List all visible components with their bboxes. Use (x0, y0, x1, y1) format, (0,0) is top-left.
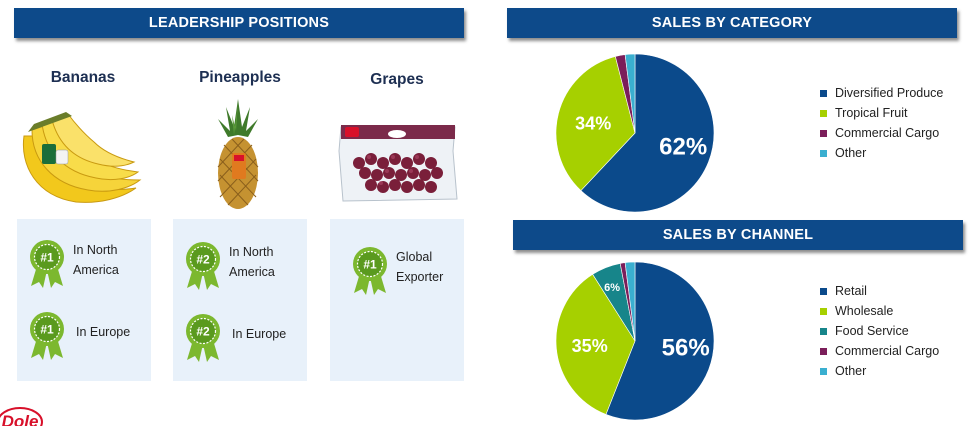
pie-data-label: 62% (659, 133, 707, 160)
sales-channel-title: SALES BY CHANNEL (662, 227, 814, 243)
legend-label: Diversified Produce (835, 86, 944, 100)
leadership-banner: LEADERSHIP POSITIONS (14, 8, 464, 38)
legend-swatch (820, 109, 827, 117)
legend-swatch (820, 287, 827, 295)
rank-item: #1 In North America (27, 238, 133, 290)
legend-swatch (820, 89, 827, 97)
dole-logo-text: Dole (2, 412, 39, 426)
legend-item: Food Service (820, 321, 939, 341)
legend-item: Tropical Fruit (820, 103, 943, 123)
rank-text: In Europe (232, 327, 287, 341)
product-title-grapes: Grapes (370, 71, 424, 88)
legend-label: Food Service (835, 324, 909, 338)
legend-item: Other (820, 361, 939, 381)
legend-swatch (820, 307, 827, 315)
rank-text: In North America (229, 245, 275, 279)
sales-category-legend: Diversified Produce Tropical Fruit Commerc… (820, 83, 943, 163)
bananas-photo-icon (22, 112, 142, 203)
legend-label: Other (835, 364, 867, 378)
legend-label: Commercial Cargo (835, 126, 940, 140)
legend-label: Retail (835, 284, 867, 298)
pie-slice-tropical-fruit (555, 56, 636, 192)
legend-item: Other (820, 143, 943, 163)
rank-badge-label: #1 (363, 258, 377, 272)
rank-badge-label: #2 (196, 325, 210, 339)
rank-item: #1 Global Exporter (350, 245, 452, 297)
legend-label: Other (835, 146, 867, 160)
product-title-bananas: Bananas (50, 69, 116, 86)
ribbon-badge-icon: #2 (186, 314, 220, 362)
legend-label: Commercial Cargo (835, 344, 940, 358)
legend-item: Commercial Cargo (820, 341, 939, 361)
sales-channel-pie-chart: 56%35%6%1%2% (555, 261, 715, 421)
grapes-rank-panel (330, 219, 464, 381)
legend-swatch (820, 327, 827, 335)
ribbon-badge-icon: #1 (30, 312, 64, 360)
rank-badge-label: #1 (40, 323, 54, 337)
legend-label: Tropical Fruit (835, 106, 908, 120)
pie-data-label: 35% (572, 336, 608, 356)
legend-swatch (820, 367, 827, 375)
rank-text: Global Exporter (396, 250, 444, 284)
rank-text: In Europe (76, 325, 131, 339)
rank-item: #2 In Europe (183, 312, 286, 364)
pie-data-label: 6% (604, 282, 620, 294)
legend-swatch (820, 129, 827, 137)
sales-category-title: SALES BY CATEGORY (651, 15, 813, 31)
legend-label: Wholesale (835, 304, 894, 318)
legend-item: Commercial Cargo (820, 123, 943, 143)
sales-category-pie-chart: 62%34%2%2% (555, 53, 715, 213)
legend-item: Diversified Produce (820, 83, 943, 103)
product-title-pineapples: Pineapples (199, 69, 281, 86)
rank-text: In North America (73, 243, 119, 277)
rank-item: #2 In North America (183, 240, 289, 292)
ribbon-badge-icon: #2 (186, 242, 220, 290)
legend-item: Wholesale (820, 301, 939, 321)
pie-slice-other (624, 261, 636, 342)
pie-data-label: 56% (662, 334, 710, 361)
sales-channel-banner: SALES BY CHANNEL (513, 220, 963, 250)
pie-slice-retail (605, 261, 715, 421)
leadership-title: LEADERSHIP POSITIONS (148, 15, 330, 31)
rank-item: #1 In Europe (27, 310, 130, 362)
ribbon-badge-icon: #1 (30, 240, 64, 288)
pie-slice-diversified-produce (580, 53, 715, 213)
ribbon-badge-icon: #1 (353, 247, 387, 295)
pie-data-label: 34% (575, 114, 611, 134)
legend-item: Retail (820, 281, 939, 301)
grapes-bag-photo-icon (338, 125, 458, 202)
rank-badge-label: #1 (40, 251, 54, 265)
pie-slice-wholesale (555, 273, 636, 415)
sales-channel-legend: Retail Wholesale Food Service Commercial Ca… (820, 281, 939, 381)
dole-logo-icon: Dole (0, 407, 43, 426)
legend-swatch (820, 347, 827, 355)
sales-category-banner: SALES BY CATEGORY (507, 8, 957, 38)
pineapple-photo-icon (217, 99, 259, 209)
pie-slice-other (624, 53, 636, 134)
legend-swatch (820, 149, 827, 157)
rank-badge-label: #2 (196, 253, 210, 267)
